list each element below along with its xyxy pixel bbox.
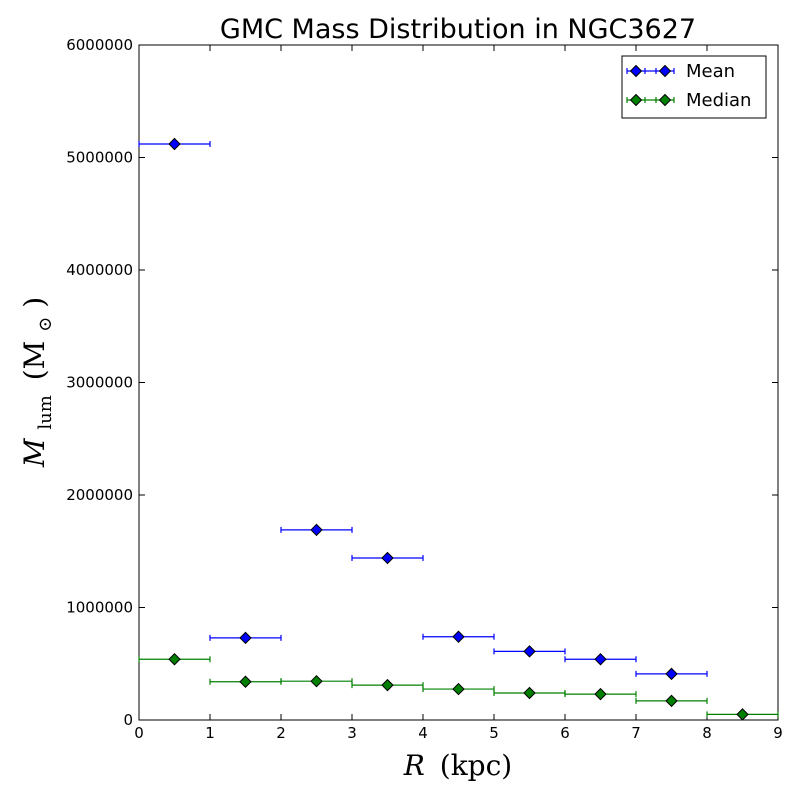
chart-title: GMC Mass Distribution in NGC3627 bbox=[220, 14, 696, 45]
y-axis-label-unit-sub: ⊙ bbox=[35, 317, 56, 332]
data-point bbox=[594, 653, 607, 666]
x-tick-label: 6 bbox=[560, 724, 570, 742]
x-axis-label-main: R bbox=[403, 749, 425, 782]
legend-marker bbox=[629, 93, 643, 107]
data-point bbox=[310, 523, 323, 537]
data-point bbox=[310, 674, 323, 688]
data-point bbox=[381, 551, 394, 565]
data-point bbox=[523, 645, 536, 658]
axis-ticks bbox=[138, 44, 779, 721]
data-point bbox=[665, 667, 678, 681]
legend-item-median: Median bbox=[626, 90, 751, 111]
legend-label: Mean bbox=[686, 61, 735, 82]
legend-box bbox=[621, 55, 767, 119]
y-tick-label: 0 bbox=[123, 711, 133, 729]
y-tick-label: 5000000 bbox=[66, 149, 133, 167]
y-tick-label: 1000000 bbox=[66, 599, 133, 617]
legend-marker bbox=[658, 93, 672, 107]
series-median bbox=[138, 653, 779, 721]
y-tick-label: 6000000 bbox=[66, 36, 133, 54]
x-tick-label: 2 bbox=[276, 724, 286, 742]
data-point bbox=[523, 686, 536, 700]
legend-label: Median bbox=[686, 90, 751, 111]
legend-marker bbox=[658, 64, 672, 78]
data-point bbox=[452, 630, 465, 643]
series-layer bbox=[138, 137, 779, 721]
x-axis-label-unit: (kpc) bbox=[440, 749, 512, 782]
data-point bbox=[665, 694, 678, 708]
y-axis-label: M lum (M ⊙ ) bbox=[18, 297, 58, 468]
plot-area bbox=[138, 44, 779, 721]
data-point bbox=[736, 708, 749, 721]
y-axis-label-sub: lum bbox=[35, 395, 56, 429]
y-axis-label-unit-close: ) bbox=[18, 297, 51, 308]
data-point bbox=[168, 137, 181, 151]
series-mean bbox=[138, 137, 708, 681]
x-tick-label: 1 bbox=[205, 724, 215, 742]
plot-frame bbox=[138, 44, 779, 721]
x-axis-label: R (kpc) bbox=[403, 749, 512, 782]
data-point bbox=[239, 675, 252, 688]
x-tick-label: 8 bbox=[702, 724, 712, 742]
x-tick-label: 5 bbox=[489, 724, 499, 742]
y-axis-label-unit-open: (M bbox=[18, 341, 51, 381]
y-tick-label: 3000000 bbox=[66, 374, 133, 392]
y-tick-label: 2000000 bbox=[66, 486, 133, 504]
x-tick-label: 7 bbox=[631, 724, 641, 742]
y-tick-label: 4000000 bbox=[66, 261, 133, 279]
data-point bbox=[168, 653, 181, 666]
x-tick-label: 4 bbox=[418, 724, 428, 742]
y-axis-label-main: M bbox=[18, 437, 51, 468]
axis-tick-labels: 0 1 2 3 4 5 6 7 8 9 0 1000000 2000000 3000000 4000000 5… bbox=[66, 36, 783, 742]
legend-item-mean: Mean bbox=[626, 61, 735, 82]
legend: Mean Median bbox=[621, 55, 767, 119]
data-point bbox=[452, 682, 465, 696]
x-tick-label: 3 bbox=[347, 724, 357, 742]
x-tick-label: 9 bbox=[773, 724, 783, 742]
x-tick-label: 0 bbox=[134, 724, 144, 742]
data-point bbox=[239, 631, 252, 645]
data-point bbox=[381, 678, 394, 692]
data-point bbox=[594, 687, 607, 701]
legend-marker bbox=[629, 64, 643, 78]
